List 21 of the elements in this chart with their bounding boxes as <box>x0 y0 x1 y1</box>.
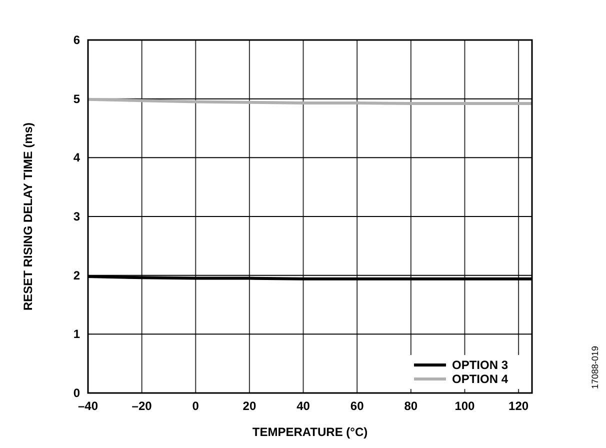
x-tick-label: –40 <box>78 399 98 413</box>
y-tick-label: 0 <box>73 386 80 400</box>
x-tick-label: 60 <box>350 399 364 413</box>
x-tick-label: 40 <box>296 399 310 413</box>
legend-label: OPTION 3 <box>452 358 508 372</box>
x-tick-label: –20 <box>132 399 152 413</box>
y-tick-label: 2 <box>73 268 80 282</box>
x-tick-label: 0 <box>192 399 200 413</box>
y-tick-label: 1 <box>73 327 80 342</box>
y-tick-label: 5 <box>73 92 80 106</box>
y-tick-label: 4 <box>73 150 80 165</box>
x-tick-label: 20 <box>242 399 256 413</box>
legend-label: OPTION 4 <box>452 372 508 386</box>
y-tick-label: 6 <box>73 33 80 47</box>
x-axis-title: TEMPERATURE (°C) <box>252 425 368 439</box>
x-tick-label: 100 <box>454 399 476 413</box>
x-tick-label: 120 <box>508 399 529 413</box>
y-tick-label: 3 <box>73 210 80 224</box>
x-tick-label: 80 <box>404 399 418 413</box>
text: 17088-019 <box>590 346 600 389</box>
y-axis-title: RESET RISING DELAY TIME (ms) <box>21 122 35 311</box>
